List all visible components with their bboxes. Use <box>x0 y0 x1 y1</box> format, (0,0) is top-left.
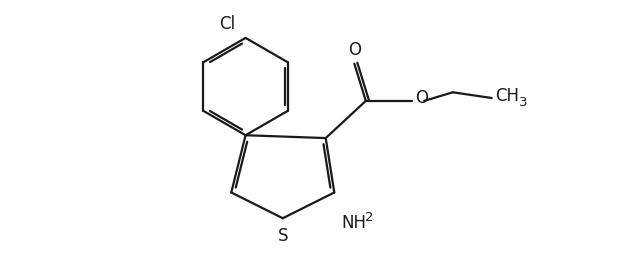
Text: 2: 2 <box>365 211 374 224</box>
Text: NH: NH <box>341 214 366 232</box>
Text: O: O <box>415 89 429 107</box>
Text: S: S <box>278 227 288 245</box>
Text: Cl: Cl <box>219 15 236 33</box>
Text: CH: CH <box>495 87 519 105</box>
Text: 3: 3 <box>518 96 527 109</box>
Text: O: O <box>348 40 361 59</box>
